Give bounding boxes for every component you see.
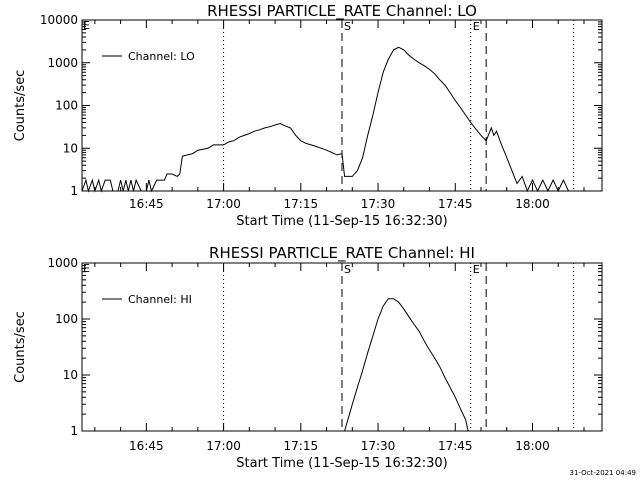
series-line xyxy=(344,298,469,432)
x-axis-label: Start Time (11-Sep-15 16:32:30) xyxy=(236,214,447,229)
y-tick-label: 1000 xyxy=(47,256,78,270)
corner-mark: E xyxy=(83,19,90,32)
y-tick-label: 100 xyxy=(55,312,78,326)
marker-label: S xyxy=(344,263,351,276)
y-tick-label: 1 xyxy=(70,424,78,438)
marker-label: E xyxy=(473,263,480,276)
x-tick-label: 17:45 xyxy=(438,439,473,453)
legend-label: Channel: HI xyxy=(128,293,192,306)
x-axis-label: Start Time (11-Sep-15 16:32:30) xyxy=(236,456,447,471)
y-tick-label: 1 xyxy=(70,184,78,198)
y-axis-label: Counts/sec xyxy=(13,311,28,383)
x-tick-label: 18:00 xyxy=(515,439,550,453)
x-tick-label: 17:45 xyxy=(438,197,473,211)
y-tick-label: 1000 xyxy=(47,56,78,70)
x-tick-label: 17:00 xyxy=(206,439,241,453)
panel-2: RHESSI PARTICLE_RATE Channel: HI 1 10 100 10… xyxy=(13,244,603,471)
x-tick-label: 17:00 xyxy=(206,197,241,211)
series-line xyxy=(81,46,569,193)
x-tick-label: 16:45 xyxy=(129,197,164,211)
panel-1: RHESSI PARTICLE_RATE Channel: LO 1 10 100 10… xyxy=(13,2,603,229)
x-tick-label: 17:30 xyxy=(361,197,396,211)
marker-label: E xyxy=(473,20,480,33)
x-tick-label: 18:00 xyxy=(515,197,550,211)
legend-label: Channel: LO xyxy=(128,50,195,63)
marker-label: S xyxy=(344,20,351,33)
y-tick-label: 10000 xyxy=(40,13,78,27)
y-axis-label: Counts/sec xyxy=(13,70,28,142)
chart-title: RHESSI PARTICLE_RATE Channel: HI xyxy=(209,244,475,263)
y-tick-label: 10 xyxy=(63,368,78,382)
y-tick-label: 10 xyxy=(63,141,78,155)
x-tick-label: 17:15 xyxy=(284,197,319,211)
x-tick-label: 17:30 xyxy=(361,439,396,453)
chart-title: RHESSI PARTICLE_RATE Channel: LO xyxy=(207,2,477,21)
x-tick-label: 17:15 xyxy=(284,439,319,453)
y-tick-label: 100 xyxy=(55,99,78,113)
footer-timestamp: 31-Oct-2021 04:49 xyxy=(570,469,636,477)
x-tick-label: 16:45 xyxy=(129,439,164,453)
corner-mark: E xyxy=(83,262,90,275)
